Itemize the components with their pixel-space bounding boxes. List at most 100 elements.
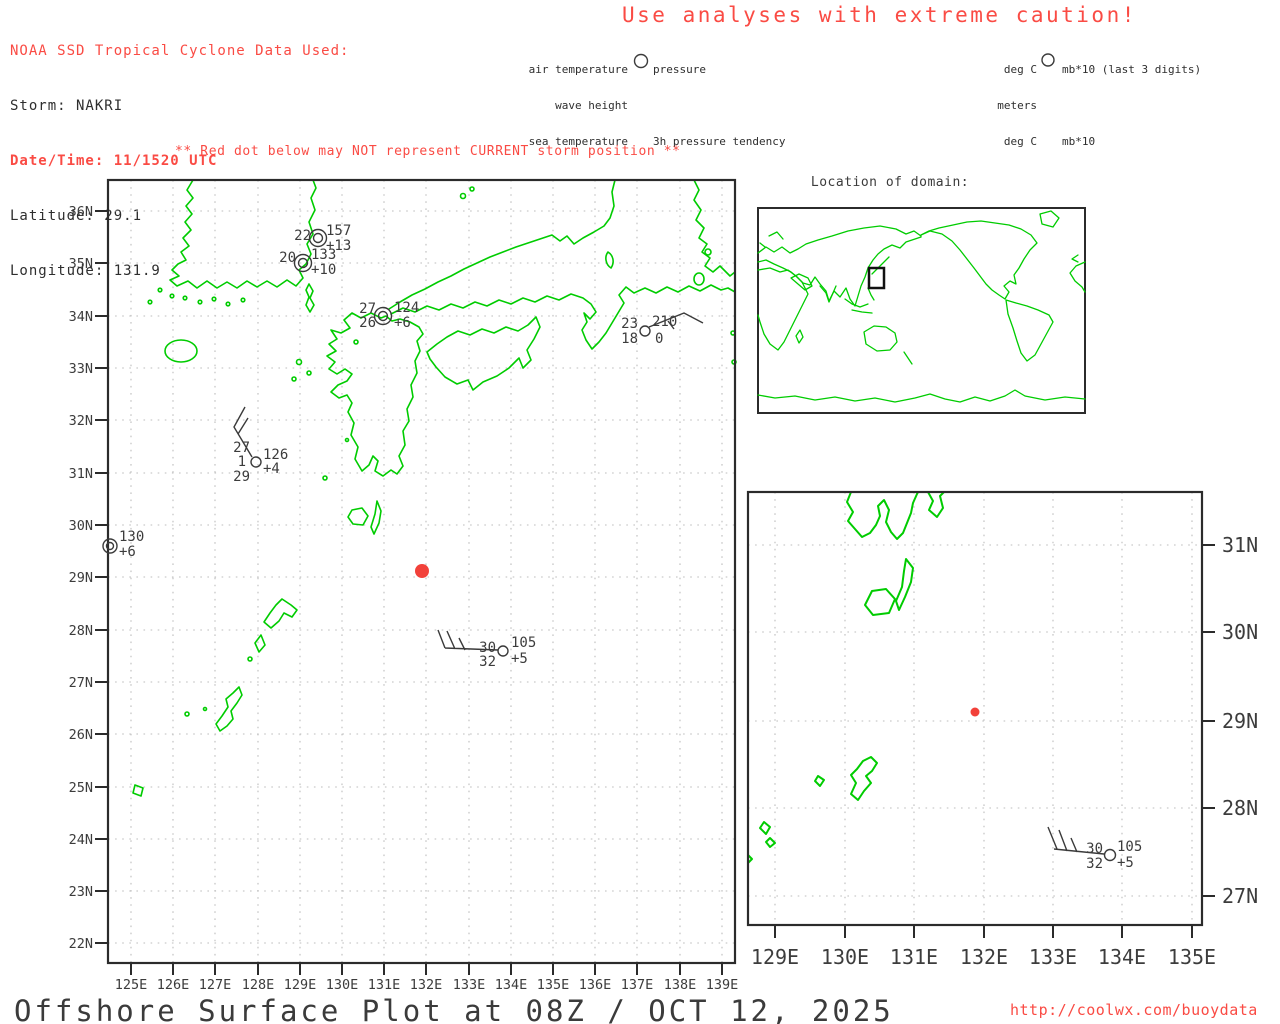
svg-text:34N: 34N	[69, 309, 93, 325]
main-map-frame	[106, 178, 737, 965]
inset-title: Location of domain:	[811, 175, 969, 190]
svg-text:30N: 30N	[69, 518, 93, 534]
svg-text:26N: 26N	[69, 727, 93, 743]
main-map-ticks	[95, 210, 723, 975]
svg-text:31N: 31N	[1222, 533, 1258, 557]
svg-text:129E: 129E	[284, 977, 317, 993]
svg-text:137E: 137E	[621, 977, 654, 993]
svg-text:30N: 30N	[1222, 620, 1258, 644]
legend-units-circle-icon	[1041, 53, 1055, 67]
svg-text:32: 32	[479, 654, 496, 670]
detail-map-lon-labels: 129E 130E 131E 132E 133E 134E 135E	[751, 945, 1216, 969]
svg-text:130: 130	[119, 529, 144, 545]
svg-text:+5: +5	[1117, 855, 1134, 871]
legend-parameter-right: pressure 3h pressure tendency	[653, 40, 785, 172]
wind-barb-icon	[233, 406, 253, 458]
storm-datetime-line: Date/Time: 11/1520 UTC	[10, 153, 218, 169]
legend-units-degc-sea: deg C	[1003, 135, 1037, 148]
station-plot: 27 1 126 +4 29	[233, 406, 288, 485]
storm-name-line: Storm: NAKRI	[10, 98, 124, 114]
coastline-jeju	[164, 339, 198, 363]
svg-text:32: 32	[1086, 856, 1103, 872]
detail-map-lat-labels: 31N 30N 29N 28N 27N	[1222, 533, 1258, 908]
svg-text:132E: 132E	[960, 945, 1008, 969]
svg-text:22N: 22N	[69, 936, 93, 952]
world-map-frame	[757, 207, 1086, 414]
svg-text:210: 210	[652, 314, 677, 330]
svg-text:20: 20	[279, 250, 296, 266]
coastline-shikoku	[426, 316, 541, 391]
svg-text:+6: +6	[119, 544, 136, 560]
svg-text:133E: 133E	[453, 977, 486, 993]
svg-text:124: 124	[394, 300, 419, 316]
coastline-tanegashima	[370, 500, 382, 535]
svg-text:+13: +13	[326, 238, 351, 254]
svg-text:25N: 25N	[69, 780, 93, 796]
coastline-kyushu	[326, 312, 424, 477]
coastline-amami	[263, 598, 298, 629]
world-map-coastlines	[757, 210, 1086, 403]
svg-text:157: 157	[326, 223, 351, 239]
detail-map-ticks	[774, 544, 1215, 938]
svg-text:+5: +5	[511, 651, 528, 667]
svg-text:23: 23	[621, 316, 638, 332]
detail-map-coastlines	[747, 491, 945, 864]
legend-air-temperature: air temperature	[528, 63, 628, 76]
svg-text:128E: 128E	[242, 977, 275, 993]
legend-pressure-tendency: 3h pressure tendency	[653, 135, 786, 148]
svg-text:+6: +6	[394, 315, 411, 331]
storm-position-dot	[415, 564, 429, 578]
svg-text:105: 105	[511, 635, 536, 651]
svg-text:136E: 136E	[579, 977, 612, 993]
station-circle-icon	[639, 325, 651, 337]
station-plot: 30 32 105 +5	[437, 629, 536, 670]
station-circle-icon	[497, 645, 509, 657]
main-map-coastlines	[132, 179, 737, 797]
svg-text:26: 26	[359, 315, 376, 331]
storm-longitude-line: Longitude: 131.9	[10, 263, 161, 279]
svg-text:29: 29	[233, 469, 250, 485]
page-title: Offshore Surface Plot at 08Z / OCT 12, 2…	[14, 994, 894, 1024]
svg-text:133: 133	[311, 247, 336, 263]
svg-text:29N: 29N	[1222, 709, 1258, 733]
storm-latitude-line: Latitude: 29.1	[10, 208, 143, 224]
station-plot: 23 210 18 0	[621, 312, 704, 347]
legend-units-mb10: mb*10	[1062, 135, 1096, 148]
svg-text:105: 105	[1117, 839, 1142, 855]
storm-data-source-label: NOAA SSD Tropical Cyclone Data Used:	[10, 43, 350, 59]
svg-text:29N: 29N	[69, 570, 93, 586]
station-circle-icon	[312, 232, 324, 244]
svg-text:131E: 131E	[890, 945, 938, 969]
domain-rectangle	[867, 266, 886, 290]
station-circle-icon	[105, 541, 115, 551]
domain-location-inset: Location of domain:	[757, 175, 1086, 414]
svg-text:135E: 135E	[1168, 945, 1216, 969]
coastline-korea	[169, 179, 317, 289]
station-plot: 22 157 +13	[294, 223, 351, 254]
legend-units-right: mb*10 (last 3 digits) mb*10	[1062, 40, 1201, 172]
source-url-link[interactable]: http://coolwx.com/buoydata	[1010, 1001, 1258, 1019]
station-circle-icon	[1103, 848, 1117, 862]
legend-station-circle-icon	[633, 53, 649, 69]
svg-text:27N: 27N	[69, 675, 93, 691]
coastline-yakushima-detail	[864, 588, 896, 616]
svg-text:27: 27	[359, 301, 376, 317]
main-map-stations: 22 157 +13 20 133 +10 27 124 26 +6	[102, 223, 704, 670]
svg-text:138E: 138E	[664, 977, 697, 993]
storm-position-dot-detail	[970, 707, 980, 717]
station-outer-circle-icon	[102, 538, 118, 554]
svg-text:31N: 31N	[69, 466, 93, 482]
station-circle-icon	[250, 456, 262, 468]
svg-text:131E: 131E	[368, 977, 401, 993]
svg-text:24N: 24N	[69, 832, 93, 848]
svg-text:33N: 33N	[69, 361, 93, 377]
svg-text:35N: 35N	[69, 256, 93, 272]
station-outer-circle-icon	[308, 228, 328, 248]
svg-text:135E: 135E	[537, 977, 570, 993]
svg-text:27N: 27N	[1222, 884, 1258, 908]
svg-text:126: 126	[263, 447, 288, 463]
detail-map: 31N 30N 29N 28N 27N 129E 130E 131E 132E …	[746, 490, 1258, 969]
coastline-amami-detail	[850, 756, 878, 801]
station-plot: 130 +6	[102, 529, 144, 560]
svg-text:139E: 139E	[706, 977, 739, 993]
